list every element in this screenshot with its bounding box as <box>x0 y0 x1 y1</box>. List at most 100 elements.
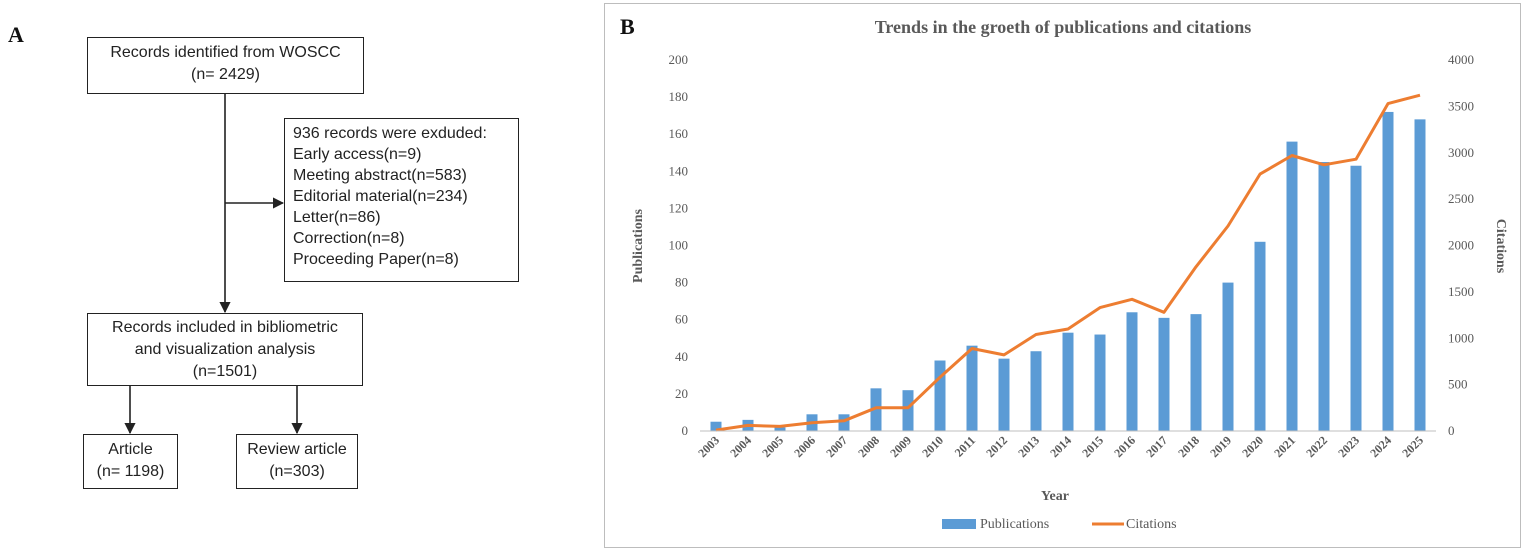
x-tick-label-2015: 2015 <box>1079 433 1106 460</box>
flow-box-identified: Records identified from WOSCC (n= 2429) <box>87 37 364 94</box>
included-line-1: Records included in bibliometric <box>112 319 338 336</box>
y-axis-left: 0 20 40 60 80 100 120 140 160 180 200 <box>669 52 689 438</box>
x-tick-label-2008: 2008 <box>855 433 882 460</box>
x-axis-label: Year <box>1041 489 1069 504</box>
bar-2009 <box>902 390 914 431</box>
bar-2010 <box>934 360 946 431</box>
x-tick-label-2020: 2020 <box>1239 433 1266 460</box>
chart-frame <box>604 3 1521 548</box>
flow-box-included: Records included in bibliometric and vis… <box>87 313 363 386</box>
panel-b-letter: B <box>620 14 635 39</box>
y-tick-label-80: 80 <box>675 275 688 290</box>
flow-box-article: Article (n= 1198) <box>83 434 178 489</box>
citations-line <box>715 93 1421 432</box>
x-tick-label-2006: 2006 <box>791 433 818 460</box>
x-axis-ticks: 2003 2004 2005 2006 2007 2008 2009 2010 2011 2012… <box>695 433 1426 460</box>
x-tick-label-2016: 2016 <box>1111 433 1138 460</box>
y-tick-label-160: 160 <box>669 126 689 141</box>
y2-axis-label: Citations <box>1493 219 1508 274</box>
legend-label-publications: Publications <box>980 517 1049 532</box>
y-tick-label-100: 100 <box>669 238 689 253</box>
y2-tick-label-2500: 2500 <box>1448 191 1474 206</box>
excluded-line-7: Proceeding Paper(n=8) <box>293 251 459 268</box>
y2-tick-label-4000: 4000 <box>1448 52 1474 67</box>
x-tick-label-2009: 2009 <box>887 433 914 460</box>
bar-2019 <box>1222 282 1234 431</box>
legend: Publications Citations <box>942 517 1177 532</box>
review-line-1: Review article <box>247 441 347 458</box>
flow-box-review: Review article (n=303) <box>236 434 358 489</box>
bar-2018 <box>1190 314 1202 431</box>
panel-a-letter: A <box>8 22 24 47</box>
bar-2017 <box>1158 317 1170 431</box>
y-tick-label-60: 60 <box>675 312 688 327</box>
bar-2022 <box>1318 162 1330 431</box>
y-axis-right: 0 500 1000 1500 2000 2500 3000 3500 4000 <box>1448 52 1474 438</box>
y2-tick-label-3000: 3000 <box>1448 145 1474 160</box>
y2-tick-label-0: 0 <box>1448 423 1455 438</box>
bar-2023 <box>1350 165 1362 432</box>
excluded-line-5: Letter(n=86) <box>293 209 381 226</box>
y2-tick-label-1000: 1000 <box>1448 330 1474 345</box>
y-tick-label-40: 40 <box>675 349 688 364</box>
y-axis-label: Publications <box>631 208 646 282</box>
x-tick-label-2011: 2011 <box>952 433 978 459</box>
x-tick-label-2024: 2024 <box>1367 433 1394 460</box>
bar-2024 <box>1382 111 1394 431</box>
y2-tick-label-1500: 1500 <box>1448 284 1474 299</box>
bar-2005 <box>774 427 786 431</box>
bar-2012 <box>998 358 1010 431</box>
y-tick-label-0: 0 <box>682 423 689 438</box>
identified-line-1: Records identified from WOSCC <box>110 44 341 61</box>
y-tick-label-20: 20 <box>675 386 688 401</box>
legend-label-citations: Citations <box>1126 517 1177 532</box>
bar-2003 <box>710 421 722 431</box>
identified-line-2: (n= 2429) <box>191 66 260 83</box>
flow-box-excluded: 936 records were exduded: Early access(n… <box>284 118 519 282</box>
chart-title: Trends in the groeth of publications and… <box>875 17 1252 37</box>
bar-2008 <box>870 388 882 431</box>
y-tick-label-120: 120 <box>669 200 689 215</box>
article-line-2: (n= 1198) <box>96 463 165 480</box>
bar-2020 <box>1254 241 1266 431</box>
x-tick-label-2019: 2019 <box>1207 433 1234 460</box>
x-tick-label-2007: 2007 <box>823 433 850 460</box>
excluded-line-4: Editorial material(n=234) <box>293 188 468 205</box>
x-tick-label-2014: 2014 <box>1047 433 1074 460</box>
bar-2021 <box>1286 141 1298 431</box>
excluded-line-2: Early access(n=9) <box>293 146 422 163</box>
y2-tick-label-500: 500 <box>1448 377 1468 392</box>
review-line-2: (n=303) <box>269 463 325 480</box>
y-tick-label-200: 200 <box>669 52 689 67</box>
x-tick-label-2018: 2018 <box>1175 433 1202 460</box>
bar-2014 <box>1062 332 1074 431</box>
bar-2015 <box>1094 334 1106 431</box>
excluded-line-1: 936 records were exduded: <box>293 125 487 142</box>
bar-2013 <box>1030 351 1042 431</box>
included-line-3: (n=1501) <box>192 363 258 380</box>
legend-swatch-publications <box>942 519 976 529</box>
x-tick-label-2010: 2010 <box>919 433 946 460</box>
x-tick-label-2022: 2022 <box>1303 433 1330 460</box>
excluded-line-3: Meeting abstract(n=583) <box>293 167 467 184</box>
bar-2011 <box>966 345 978 431</box>
x-tick-label-2021: 2021 <box>1271 433 1298 460</box>
flowchart-connectors <box>124 94 303 435</box>
bar-2007 <box>838 414 850 431</box>
x-tick-label-2012: 2012 <box>983 433 1010 460</box>
included-line-2: and visualization analysis <box>134 341 316 358</box>
bar-2016 <box>1126 312 1138 431</box>
bar-series <box>710 111 1426 432</box>
article-line-1: Article <box>108 441 153 458</box>
y2-tick-label-2000: 2000 <box>1448 238 1474 253</box>
x-tick-label-2013: 2013 <box>1015 433 1042 460</box>
x-tick-label-2004: 2004 <box>727 433 754 460</box>
excluded-line-6: Correction(n=8) <box>293 230 405 247</box>
y-tick-label-140: 140 <box>669 163 689 178</box>
x-tick-label-2005: 2005 <box>759 433 786 460</box>
x-tick-label-2003: 2003 <box>695 433 722 460</box>
combo-chart: Trends in the groeth of publications and… <box>631 17 1508 532</box>
x-tick-label-2025: 2025 <box>1399 433 1426 460</box>
y-tick-label-180: 180 <box>669 89 689 104</box>
